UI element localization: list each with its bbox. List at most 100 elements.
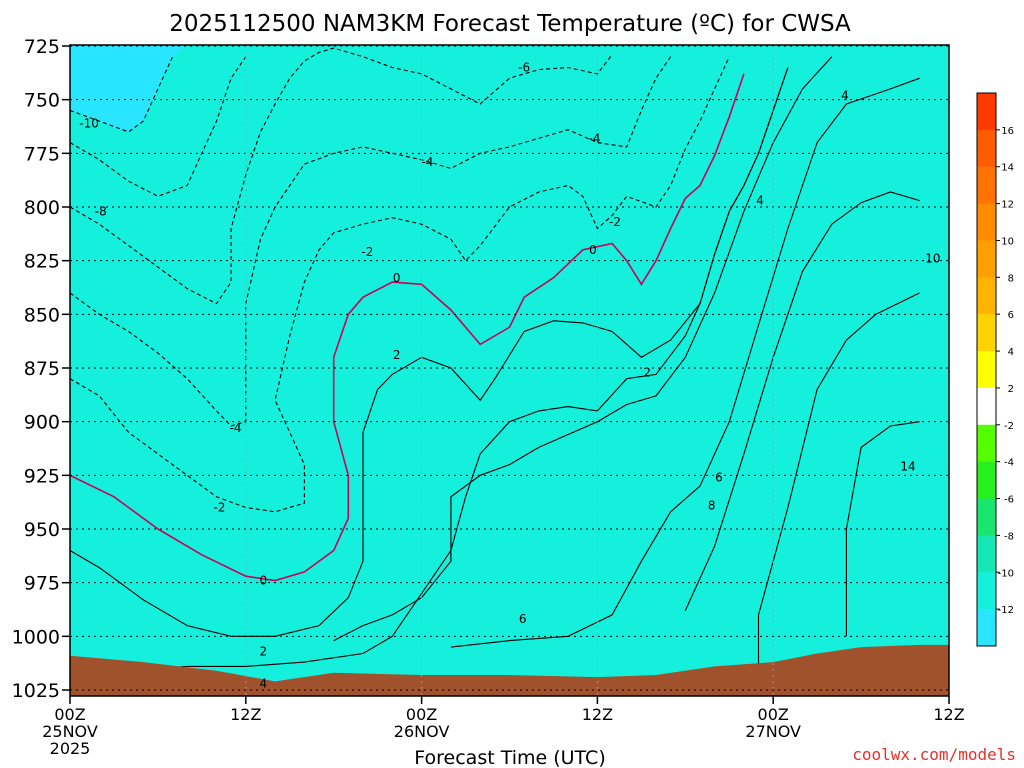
colorbar-swatch — [977, 498, 996, 536]
x-tick-label: 00Z — [758, 705, 789, 724]
terrain-fill — [70, 644, 949, 696]
x-tick-label: 12Z — [582, 705, 613, 724]
contour-line-2 — [70, 67, 789, 637]
contour-label: 2 — [643, 365, 651, 379]
contour-label: -2 — [361, 245, 373, 259]
contour-label: 2 — [260, 644, 268, 658]
contour-label: -4 — [588, 131, 600, 145]
y-tick-label: 925 — [24, 465, 60, 487]
contour-label: 4 — [756, 194, 764, 208]
contour-line-14 — [845, 421, 920, 637]
plot-frame — [69, 44, 950, 697]
colorbar-swatch — [977, 203, 996, 241]
colorbar-swatch — [977, 277, 996, 315]
colorbar-label: -2 — [1004, 421, 1014, 432]
fill-band-m10 — [70, 46, 949, 680]
colorbar-swatch — [977, 424, 996, 463]
colorbar: 16 14 12 10 8 6 4 2 -2 -4 -6 -8 -10 -12 — [976, 92, 1014, 647]
colorbar-label: 14 — [1001, 163, 1014, 174]
contour-label: -10 — [79, 116, 99, 130]
contour-label: 10 — [925, 252, 940, 266]
colorbar-swatch — [977, 240, 996, 278]
x-tick-date: 25NOV — [42, 722, 98, 741]
contour-label: 2 — [393, 348, 401, 362]
x-tick-date: 27NOV — [745, 722, 801, 741]
colorbar-label: 12 — [1001, 200, 1014, 211]
contour-line-m6 — [70, 47, 613, 305]
temperature-fills — [70, 46, 949, 684]
y-axis: 725 750 775 800 825 850 875 900 925 950 975 1000 102… — [12, 36, 70, 702]
y-tick-label: 750 — [24, 90, 60, 112]
colorbar-label: -10 — [998, 568, 1014, 579]
contour-label: 6 — [715, 470, 723, 484]
colorbar-label: 6 — [1008, 310, 1014, 321]
colorbar-swatch — [977, 572, 996, 610]
y-tick-label: 725 — [24, 36, 60, 58]
y-tick-label: 950 — [24, 519, 60, 541]
y-tick-label: 850 — [24, 304, 60, 326]
contour-label: 14 — [900, 460, 915, 474]
contour-label: 6 — [519, 612, 527, 626]
contour-label: 8 — [708, 498, 716, 512]
contour-labels: -6 -4 -4 -4 -10 -8 -2 -2 -2 0 0 0 2 2 2 4 4 4 6 6 8 10 14 — [79, 60, 940, 691]
colorbar-label: 8 — [1008, 273, 1014, 284]
x-tick-label: 00Z — [54, 705, 85, 724]
colorbar-label: -8 — [1004, 531, 1014, 542]
contour-label: -2 — [609, 215, 621, 229]
colorbar-label: 16 — [1001, 126, 1014, 137]
contour-line-m10 — [70, 56, 174, 133]
contour-line-m8 — [70, 56, 247, 197]
colorbar-swatch — [977, 166, 996, 205]
contour-line-m4 — [70, 56, 672, 427]
colorbar-swatch — [977, 314, 996, 352]
colorbar-swatch — [977, 387, 996, 426]
y-tick-label: 900 — [24, 412, 60, 434]
colorbar-label: -12 — [998, 605, 1014, 616]
colorbar-label: 4 — [1008, 347, 1014, 358]
y-tick-label: 775 — [24, 143, 60, 165]
chart-title: 2025112500 NAM3KM Forecast Temperature (… — [169, 11, 851, 37]
contour-line-8 — [450, 77, 920, 648]
x-tick-label: 12Z — [230, 705, 261, 724]
colorbar-label: 2 — [1008, 384, 1014, 395]
contour-label: -4 — [421, 155, 433, 169]
contour-label: -6 — [518, 60, 530, 74]
colorbar-swatch — [977, 129, 996, 168]
contour-label: -2 — [213, 501, 225, 515]
x-tick-year: 2025 — [50, 739, 91, 758]
contour-line-0 — [70, 73, 745, 582]
colorbar-swatch — [977, 351, 996, 389]
colorbar-label: 10 — [1001, 236, 1014, 247]
contour-label: 0 — [589, 243, 597, 257]
colorbar-swatch — [977, 609, 996, 647]
contour-label: 4 — [841, 88, 849, 102]
terrain-layer — [70, 644, 949, 696]
y-tick-label: 975 — [24, 573, 60, 595]
x-tick-label: 00Z — [406, 705, 437, 724]
x-axis-label: Forecast Time (UTC) — [414, 747, 605, 768]
colorbar-swatch — [977, 535, 996, 573]
contour-label: 4 — [260, 677, 268, 691]
x-tick-label: 12Z — [933, 705, 964, 724]
contour-label: 0 — [393, 271, 401, 285]
contour-label: 0 — [260, 574, 268, 588]
y-tick-label: 1000 — [12, 626, 60, 648]
y-tick-label: 800 — [24, 197, 60, 219]
colorbar-label: -6 — [1004, 495, 1014, 506]
x-tick-date: 26NOV — [394, 722, 450, 741]
colorbar-label: -4 — [1004, 458, 1014, 469]
colorbar-frame — [976, 92, 997, 647]
source-link[interactable]: coolwx.com/models — [852, 745, 1016, 764]
y-tick-label: 825 — [24, 251, 60, 273]
colorbar-swatch — [977, 93, 996, 131]
contour-label: -8 — [95, 204, 107, 218]
grid-lines — [70, 45, 949, 696]
contour-label: -4 — [230, 421, 242, 435]
y-tick-label: 875 — [24, 358, 60, 380]
contour-line-10 — [684, 191, 920, 611]
y-tick-label: 1025 — [12, 680, 60, 702]
colorbar-swatch — [977, 461, 996, 500]
contour-line-m2 — [70, 56, 730, 513]
